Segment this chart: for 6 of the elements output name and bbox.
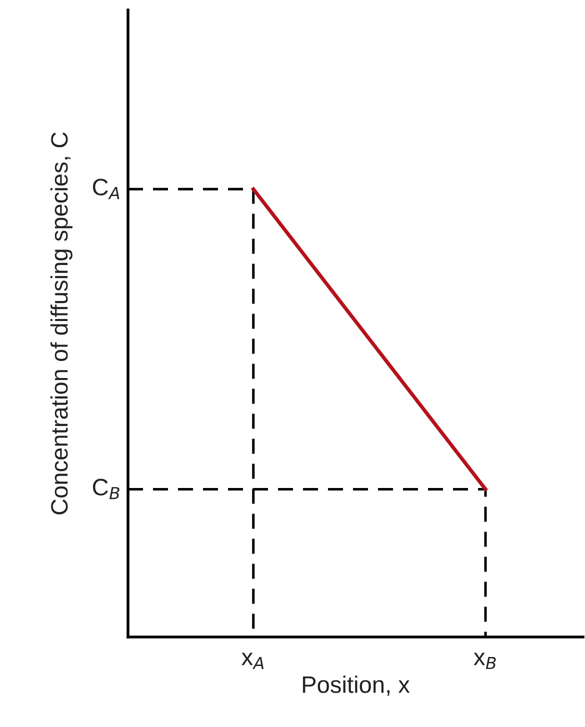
y-axis-title: Concentration of diffusing species, C <box>50 132 72 514</box>
ref-line-label: C$_{B}$ <box>92 478 120 500</box>
x-axis-title: Position, x <box>302 676 410 696</box>
ref-line-label: C$_{A}$ <box>92 178 120 200</box>
x-tick-label: x$_{A}$ <box>242 652 264 670</box>
x-tick-label: x$_{B}$ <box>474 652 496 670</box>
